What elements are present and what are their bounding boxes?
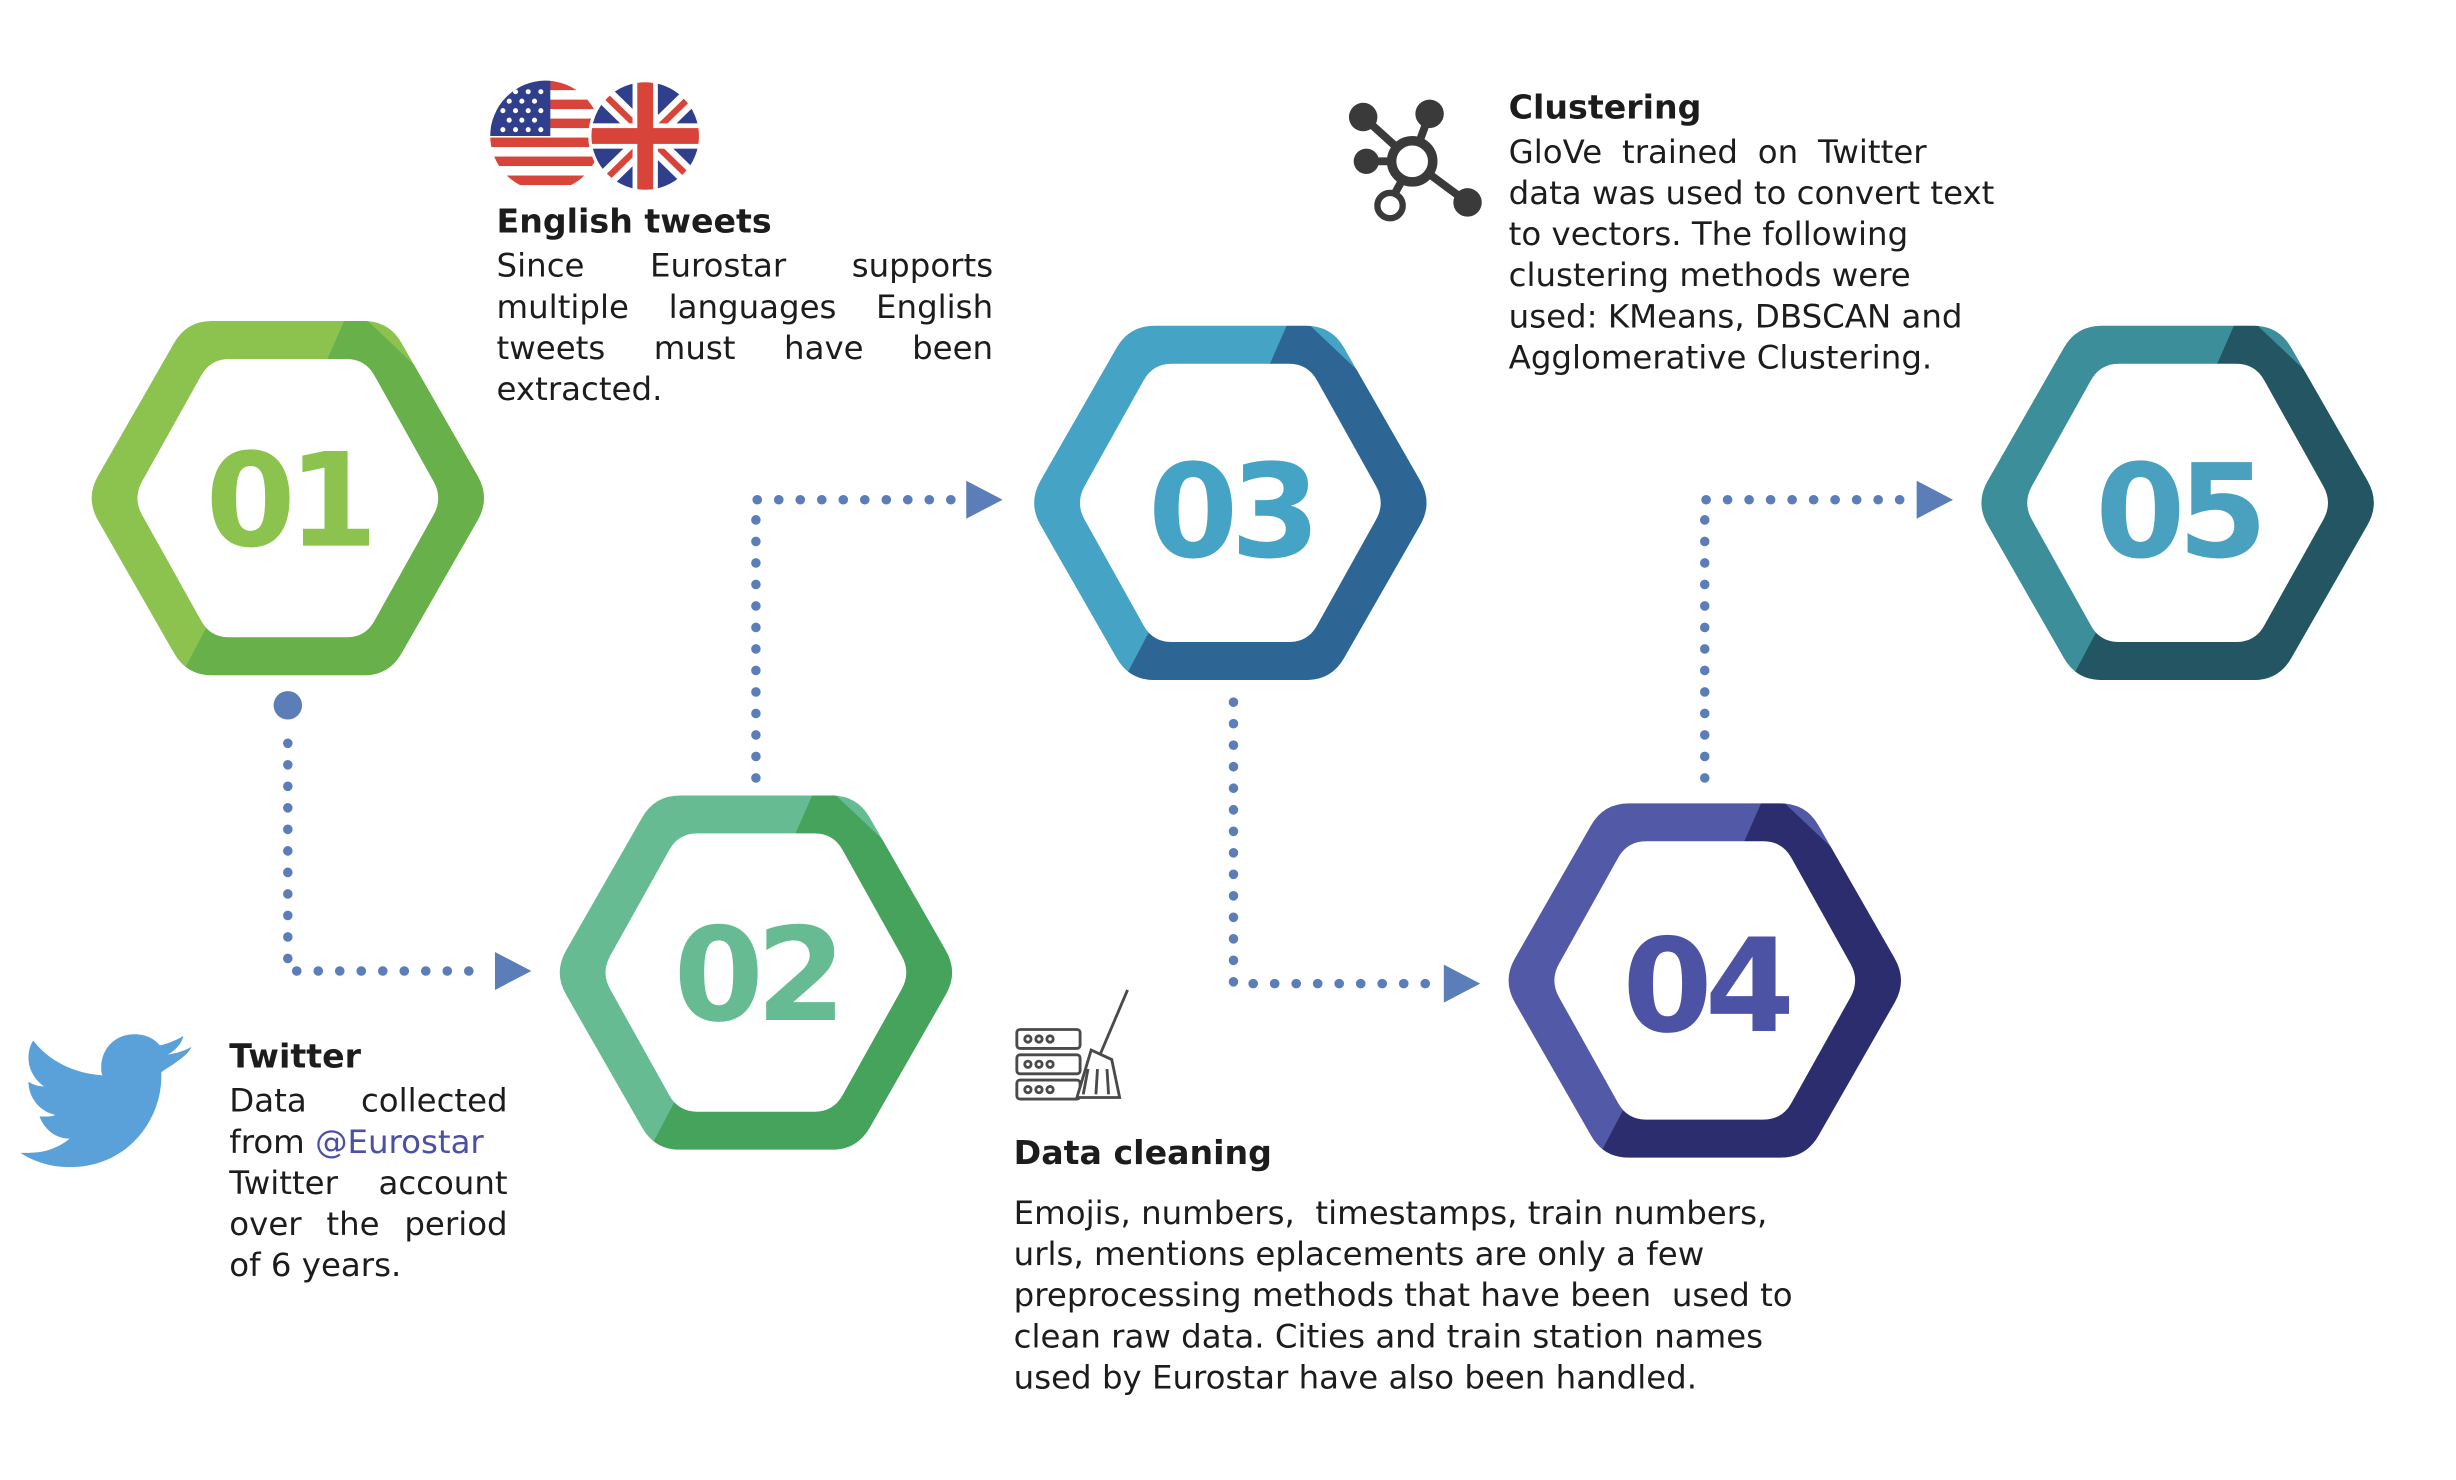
clustering-block: Clustering GloVe trained on Twitter data… [1509,87,2047,378]
step-number-04: 04 [1622,911,1789,1062]
clustering-line: used: KMeans, DBSCAN and [1508,297,1963,336]
network-nodes-icon [1348,99,1482,222]
clustering-line: data was used to convert text [1508,173,1995,212]
twitter-line-prefix: from [229,1122,316,1161]
twitter-line: over the period [229,1205,508,1243]
english-tweets-title: English tweets [496,202,772,241]
clustering-title: Clustering [1508,88,1702,127]
arrow-02-03 [966,480,1003,519]
hexagon-inner [2027,363,2328,643]
twitter-description: Data collected from @Eurostar Twitter ac… [229,1080,507,1286]
hexagon-inner [137,358,439,638]
twitter-line: Twitter account [229,1163,508,1202]
english-line: Since Eurostar supports [496,246,994,285]
step-number-02: 02 [674,900,839,1051]
cleaning-line: urls, mentions eplacements are only a fe… [1013,1235,1705,1274]
clustering-line: to vectors. The following [1508,215,1909,254]
us-uk-flags-icon [490,79,703,193]
connector-01-02 [283,738,489,976]
step-number-05: 05 [2095,437,2260,588]
start-dot [273,691,303,720]
clustering-line: GloVe trained on Twitter [1508,132,1927,171]
clustering-description: GloVe trained on Twitter data was used t… [1509,131,2047,378]
cleaning-line: Emojis, numbers, timestamps, train numbe… [1013,1193,1768,1232]
arrow-04-05 [1916,480,1954,519]
cleaning-line: clean raw data. Cities and train station… [1013,1317,1764,1356]
english-line: extracted. [496,370,663,409]
data-cleaning-description: Emojis, numbers, timestamps, train numbe… [1014,1192,1900,1398]
hexagon-inner [605,833,907,1112]
step-number-01: 01 [206,426,371,577]
data-cleaning-title: Data cleaning [1013,1133,1272,1172]
english-tweets-block: English tweets Since Eurostar supports m… [497,201,994,410]
hexagon-inner [1554,841,1856,1120]
server-broom-icon [1015,989,1129,1101]
english-line: tweets must have been [496,328,994,367]
connector-03-04 [1228,697,1438,989]
twitter-title: Twitter [229,1037,362,1076]
cleaning-line: used by Eurostar have also been handled. [1013,1358,1698,1397]
twitter-line: from @Eurostar [229,1121,507,1162]
data-cleaning-block: Data cleaning Emojis, numbers, timestamp… [1014,1132,1900,1398]
english-tweets-description: Since Eurostar supports multiple languag… [497,245,994,409]
eurostar-mention-link[interactable]: @Eurostar [315,1122,484,1161]
arrow-01-02 [494,952,532,990]
clustering-line: Agglomerative Clustering. [1508,338,1933,377]
hexagon-inner [1079,363,1381,643]
connectors [273,480,1954,1003]
arrow-03-04 [1443,964,1481,1003]
step-number-03: 03 [1148,437,1313,588]
clustering-line: clustering methods were [1508,256,1911,295]
twitter-line: Data collected [229,1081,508,1120]
connector-02-03 [751,494,960,783]
twitter-line: of 6 years. [229,1246,402,1285]
twitter-block: Twitter Data collected from @Eurostar Tw… [229,1036,507,1286]
cleaning-line: preprocessing methods that have been use… [1013,1276,1793,1315]
connector-04-05 [1700,494,1911,783]
twitter-bird-icon [20,1034,192,1168]
english-line: multiple languages English [496,287,994,326]
